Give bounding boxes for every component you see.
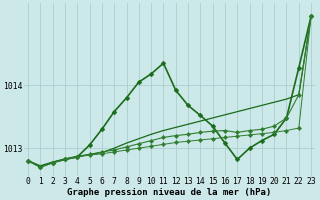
X-axis label: Graphe pression niveau de la mer (hPa): Graphe pression niveau de la mer (hPa) bbox=[68, 188, 272, 197]
